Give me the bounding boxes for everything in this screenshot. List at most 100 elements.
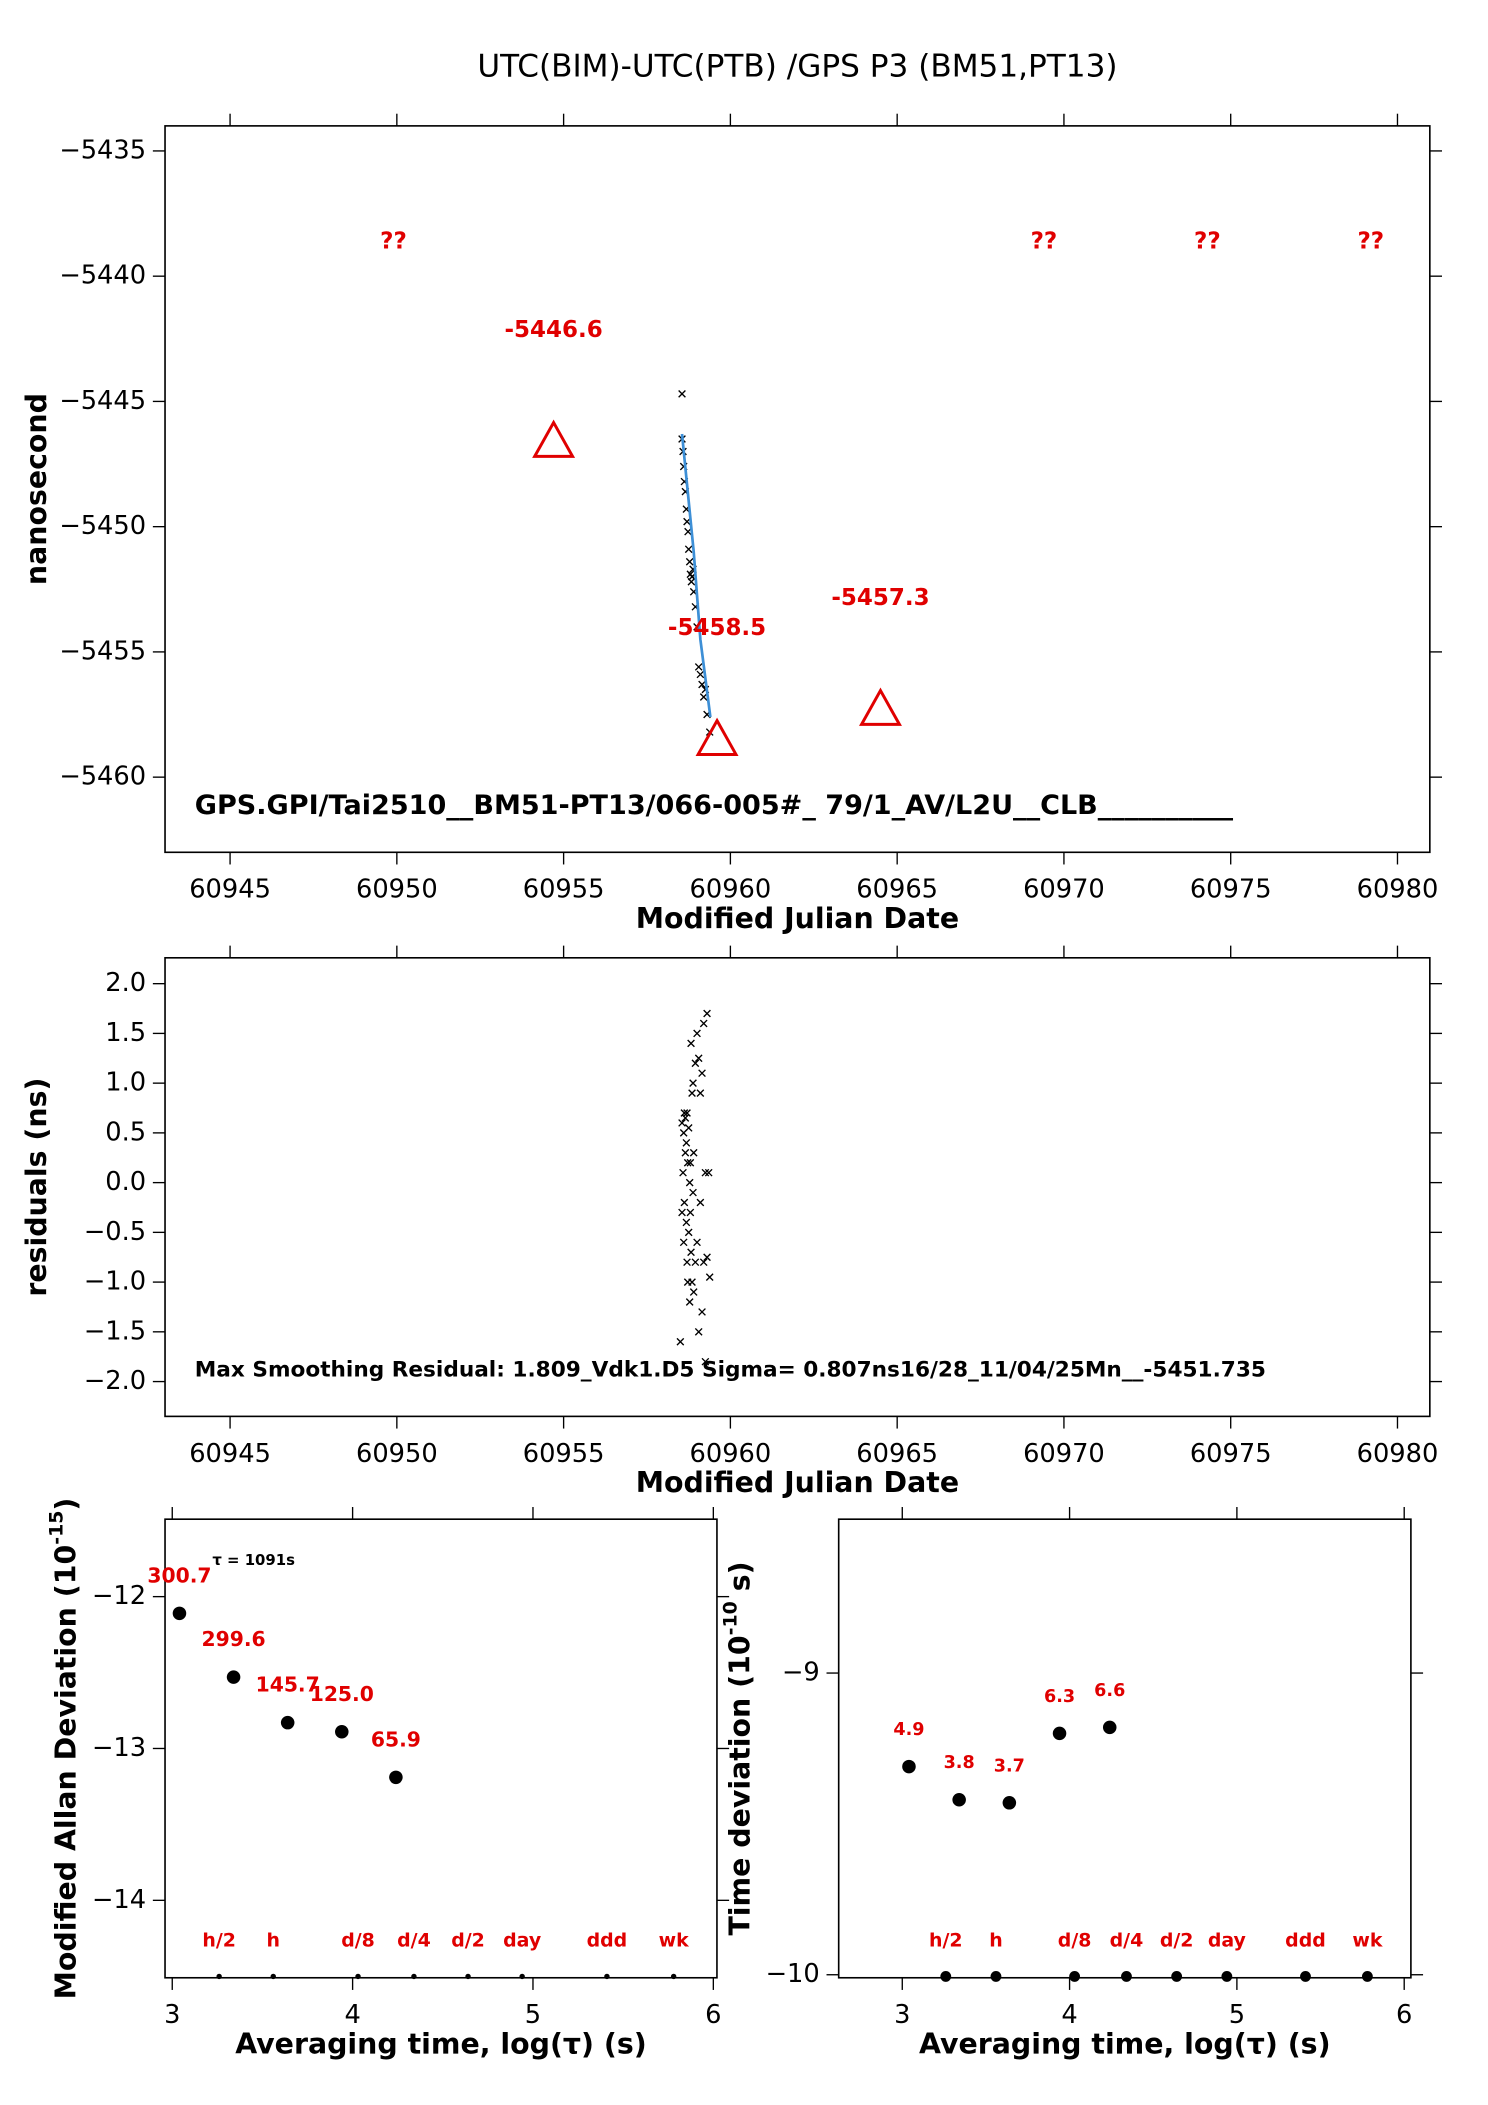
data-point bbox=[1002, 1796, 1017, 1810]
data-point bbox=[699, 1258, 708, 1267]
y-tick-label: 1.5 bbox=[105, 1018, 146, 1048]
point-label: 299.6 bbox=[201, 1627, 265, 1651]
tau-mark bbox=[1361, 1971, 1373, 1982]
y-tick-label: 0.5 bbox=[105, 1117, 146, 1147]
data-point bbox=[678, 1208, 686, 1217]
annotation: ?? bbox=[1031, 229, 1058, 255]
tau-label: d/4 bbox=[1110, 1930, 1144, 1952]
x-axis-label: Modified Julian Date bbox=[636, 902, 959, 935]
x-tick-label: 60950 bbox=[356, 1439, 438, 1469]
data-point bbox=[684, 545, 693, 554]
plot-frame bbox=[164, 956, 1431, 1418]
point-label: 6.3 bbox=[1044, 1687, 1075, 1707]
marker-label: -5457.3 bbox=[831, 585, 929, 611]
chart-panel: 60945 60950 60955 60960 60965 60970 60975 60980… bbox=[20, 945, 1443, 1499]
annotation: ?? bbox=[1194, 229, 1221, 255]
data-point bbox=[687, 1039, 695, 1048]
data-point bbox=[694, 663, 703, 671]
tau-mark bbox=[990, 1971, 1002, 1982]
tau-label: h/2 bbox=[202, 1930, 236, 1952]
y-tick-label: −13 bbox=[92, 1733, 146, 1763]
tau-mark bbox=[1121, 1971, 1132, 1982]
data-point bbox=[681, 1148, 690, 1157]
data-point bbox=[685, 557, 694, 566]
point-label: 3.7 bbox=[994, 1756, 1025, 1776]
x-tick-label: 60960 bbox=[690, 875, 772, 905]
tau-label: h bbox=[989, 1930, 1002, 1952]
tau-mark bbox=[1300, 1971, 1311, 1982]
x-tick-label: 60955 bbox=[523, 875, 605, 905]
tau-mark bbox=[270, 1973, 276, 1980]
x-tick-label: 5 bbox=[525, 2000, 541, 2030]
point-label: 4.9 bbox=[893, 1720, 924, 1740]
tau-label: d/8 bbox=[341, 1930, 375, 1952]
chart-panel: 3 4 5 6 −14 −13 −12 Averaging time, log(τ) (s) M… bbox=[45, 1498, 730, 2060]
chart-panel: 3 4 5 6 −10 −9 Averaging time, log(τ) (s) Time … bbox=[719, 1507, 1424, 2060]
data-point bbox=[694, 1054, 703, 1063]
data-point bbox=[685, 1178, 694, 1187]
chart-panel: UTC(BIM)-UTC(PTB) /GPS P3 (BM51,PT13) 609… bbox=[20, 49, 1443, 935]
x-tick-label: 60960 bbox=[690, 1439, 772, 1469]
tau-mark bbox=[216, 1973, 222, 1980]
y-tick-label: −5460 bbox=[59, 762, 146, 792]
data-point bbox=[704, 1168, 713, 1177]
tau-mark bbox=[411, 1973, 417, 1980]
data-point bbox=[680, 1198, 689, 1207]
data-point bbox=[1102, 1720, 1117, 1735]
data-point bbox=[699, 693, 708, 701]
data-point bbox=[682, 1218, 691, 1227]
tau-label: day bbox=[1208, 1930, 1246, 1952]
data-point bbox=[172, 1606, 187, 1621]
y-tick-label: 2.0 bbox=[105, 968, 146, 998]
data-point bbox=[687, 1248, 695, 1257]
data-point bbox=[902, 1759, 916, 1774]
y-axis-label-part: ) bbox=[50, 1498, 83, 1511]
data-point bbox=[699, 1019, 708, 1028]
x-tick-label: 60945 bbox=[189, 875, 271, 905]
y-tick-label: −5435 bbox=[59, 135, 146, 165]
x-tick-label: 60980 bbox=[1357, 875, 1439, 905]
data-point bbox=[696, 1198, 705, 1207]
tau-label: ddd bbox=[587, 1930, 628, 1952]
data-point bbox=[335, 1725, 349, 1739]
data-point bbox=[691, 1258, 700, 1267]
y-tick-label: −1.0 bbox=[84, 1267, 146, 1297]
data-point bbox=[686, 1208, 695, 1217]
data-point bbox=[676, 1337, 685, 1346]
data-point bbox=[701, 1168, 710, 1177]
y-tick-label: −2.0 bbox=[84, 1366, 146, 1396]
x-tick-label: 6 bbox=[1396, 2000, 1412, 2030]
triangle-marker bbox=[532, 419, 576, 458]
data-point bbox=[1052, 1726, 1067, 1741]
data-point bbox=[686, 1158, 695, 1167]
data-point bbox=[689, 1288, 698, 1296]
y-tick-label: −12 bbox=[92, 1581, 146, 1611]
tau-mark bbox=[1069, 1971, 1081, 1982]
tau-mark bbox=[355, 1973, 361, 1980]
y-tick-label: −10 bbox=[766, 1959, 820, 1989]
data-point bbox=[703, 1009, 711, 1018]
footer-note: GPS.GPI/Tai2510__BM51-PT13/066-005#_ 79/… bbox=[195, 790, 1234, 821]
point-label: 6.6 bbox=[1094, 1681, 1125, 1701]
data-point bbox=[681, 1114, 690, 1122]
tau-label: wk bbox=[1352, 1930, 1382, 1952]
x-tick-label: 4 bbox=[344, 2000, 360, 2030]
data-point bbox=[685, 1298, 694, 1306]
data-point bbox=[691, 1059, 700, 1068]
x-tick-label: 60970 bbox=[1023, 875, 1105, 905]
y-tick-label: −5455 bbox=[59, 636, 146, 666]
tau-mark bbox=[1171, 1971, 1183, 1982]
tau-mark bbox=[670, 1973, 677, 1980]
tau-mark bbox=[604, 1973, 610, 1980]
chart-title: UTC(BIM)-UTC(PTB) /GPS P3 (BM51,PT13) bbox=[477, 49, 1117, 85]
data-point bbox=[684, 1228, 693, 1237]
data-point bbox=[678, 390, 686, 398]
point-label: 125.0 bbox=[310, 1682, 374, 1706]
data-point bbox=[701, 1357, 710, 1366]
y-tick-label: −1.5 bbox=[84, 1316, 146, 1346]
tau-label: h/2 bbox=[929, 1930, 963, 1952]
x-axis-label: Averaging time, log(τ) (s) bbox=[919, 2027, 1331, 2060]
y-axis-label-part: s) bbox=[723, 1561, 756, 1601]
y-axis-label-part: Time deviation (10 bbox=[723, 1635, 756, 1935]
data-point bbox=[693, 1238, 701, 1247]
